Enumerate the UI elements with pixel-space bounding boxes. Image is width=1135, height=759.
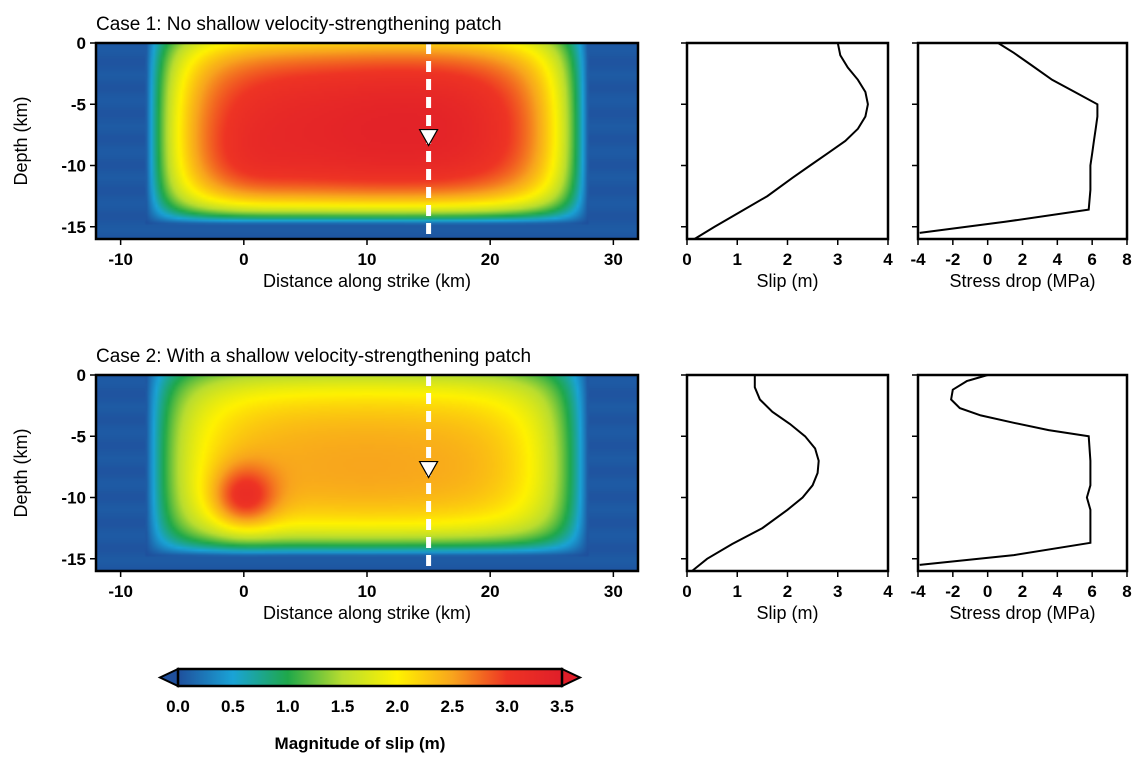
y-tick-label: -10 — [61, 157, 86, 176]
x-tick-label: 3 — [833, 582, 842, 601]
x-tick-label: 10 — [358, 250, 377, 269]
x-tick-label: 0 — [239, 250, 248, 269]
y-tick-label: -5 — [71, 427, 86, 446]
panel-4: -10 0 10 20 30 0 -5 -10 -15 Case 2: With a shallo… — [11, 346, 640, 623]
x-tick-label: 0 — [239, 582, 248, 601]
x-tick-label: 2 — [1018, 250, 1027, 269]
x-axis-title: Slip (m) — [757, 603, 819, 623]
colorbar-max-arrow — [561, 667, 583, 688]
x-tick-label: 0 — [983, 582, 992, 601]
profile-curve — [693, 42, 869, 240]
plot-area — [918, 43, 1127, 239]
x-tick-label: 2 — [783, 250, 792, 269]
panel-6: -4 -2 0 2 4 6 8 Stress drop (MPa) — [910, 373, 1132, 623]
colorbar-tick-label: 3.0 — [495, 697, 519, 716]
profile-curve — [919, 374, 1092, 566]
profile-curve — [691, 375, 820, 572]
x-axis-title: Stress drop (MPa) — [949, 271, 1095, 291]
y-tick-label: 0 — [77, 34, 86, 53]
x-tick-label: 6 — [1087, 582, 1096, 601]
x-tick-label: -2 — [945, 582, 960, 601]
colorbar-gradient — [176, 667, 564, 688]
x-tick-label: 4 — [883, 250, 893, 269]
x-tick-label: 0 — [682, 250, 691, 269]
hypocenter-marker — [418, 128, 439, 147]
x-axis-title: Stress drop (MPa) — [949, 603, 1095, 623]
profile-curve — [919, 42, 1099, 234]
x-tick-label: -10 — [108, 250, 133, 269]
plot-area — [687, 375, 888, 571]
x-tick-label: 6 — [1087, 250, 1096, 269]
x-tick-label: 2 — [783, 582, 792, 601]
plot-area — [918, 375, 1127, 571]
x-tick-label: 4 — [1053, 250, 1063, 269]
x-tick-label: 0 — [983, 250, 992, 269]
y-axis-title: Depth (km) — [11, 428, 31, 517]
x-tick-label: 20 — [481, 582, 500, 601]
x-tick-label: 30 — [604, 582, 623, 601]
x-tick-label: 0 — [682, 582, 691, 601]
x-tick-label: 20 — [481, 250, 500, 269]
x-tick-label: 1 — [733, 582, 742, 601]
y-tick-label: 0 — [77, 366, 86, 385]
colorbar-min-arrow — [157, 667, 179, 688]
hypocenter-marker — [418, 460, 439, 479]
x-tick-label: -10 — [108, 582, 133, 601]
colorbar-title: Magnitude of slip (m) — [275, 734, 446, 753]
x-axis-title: Slip (m) — [757, 271, 819, 291]
y-tick-label: -15 — [61, 218, 86, 237]
plot-area — [687, 43, 888, 239]
y-tick-label: -15 — [61, 550, 86, 569]
slip-heatmap — [96, 43, 638, 239]
slip-heatmap — [96, 375, 638, 571]
panel-2: 0 1 2 3 4 Slip (m) — [681, 41, 893, 291]
colorbar-tick-label: 0.0 — [166, 697, 190, 716]
panel-title: Case 1: No shallow velocity-strengthenin… — [96, 14, 502, 35]
colorbar-tick-label: 3.5 — [550, 697, 574, 716]
x-tick-label: 8 — [1122, 582, 1131, 601]
colorbar-tick-label: 1.5 — [331, 697, 355, 716]
x-axis-title: Distance along strike (km) — [263, 603, 471, 623]
y-tick-label: -5 — [71, 95, 86, 114]
colorbar-tick-label: 0.5 — [221, 697, 245, 716]
colorbar-tick-label: 2.0 — [386, 697, 410, 716]
x-tick-label: -2 — [945, 250, 960, 269]
panel-3: -4 -2 0 2 4 6 8 Stress drop (MPa) — [910, 41, 1132, 291]
panel-5: 0 1 2 3 4 Slip (m) — [681, 373, 893, 623]
x-tick-label: 1 — [733, 250, 742, 269]
x-tick-label: 10 — [358, 582, 377, 601]
x-axis-title: Distance along strike (km) — [263, 271, 471, 291]
y-axis-title: Depth (km) — [11, 96, 31, 185]
panel-title: Case 2: With a shallow velocity-strength… — [96, 346, 531, 367]
x-tick-label: 4 — [883, 582, 893, 601]
colorbar-tick-label: 1.0 — [276, 697, 300, 716]
x-tick-label: 3 — [833, 250, 842, 269]
x-tick-label: 30 — [604, 250, 623, 269]
x-tick-label: -4 — [910, 250, 926, 269]
x-tick-label: 8 — [1122, 250, 1131, 269]
panel-1: -10 0 10 20 30 0 -5 -10 -15 Case 1: No shallow ve… — [11, 14, 640, 291]
x-tick-label: 4 — [1053, 582, 1063, 601]
x-tick-label: 2 — [1018, 582, 1027, 601]
colorbar-tick-label: 2.5 — [440, 697, 464, 716]
colorbar: 0.0 0.5 1.0 1.5 2.0 2.5 3.0 3.5 Magnitude of sli… — [157, 667, 583, 753]
y-tick-label: -10 — [61, 489, 86, 508]
x-tick-label: -4 — [910, 582, 926, 601]
